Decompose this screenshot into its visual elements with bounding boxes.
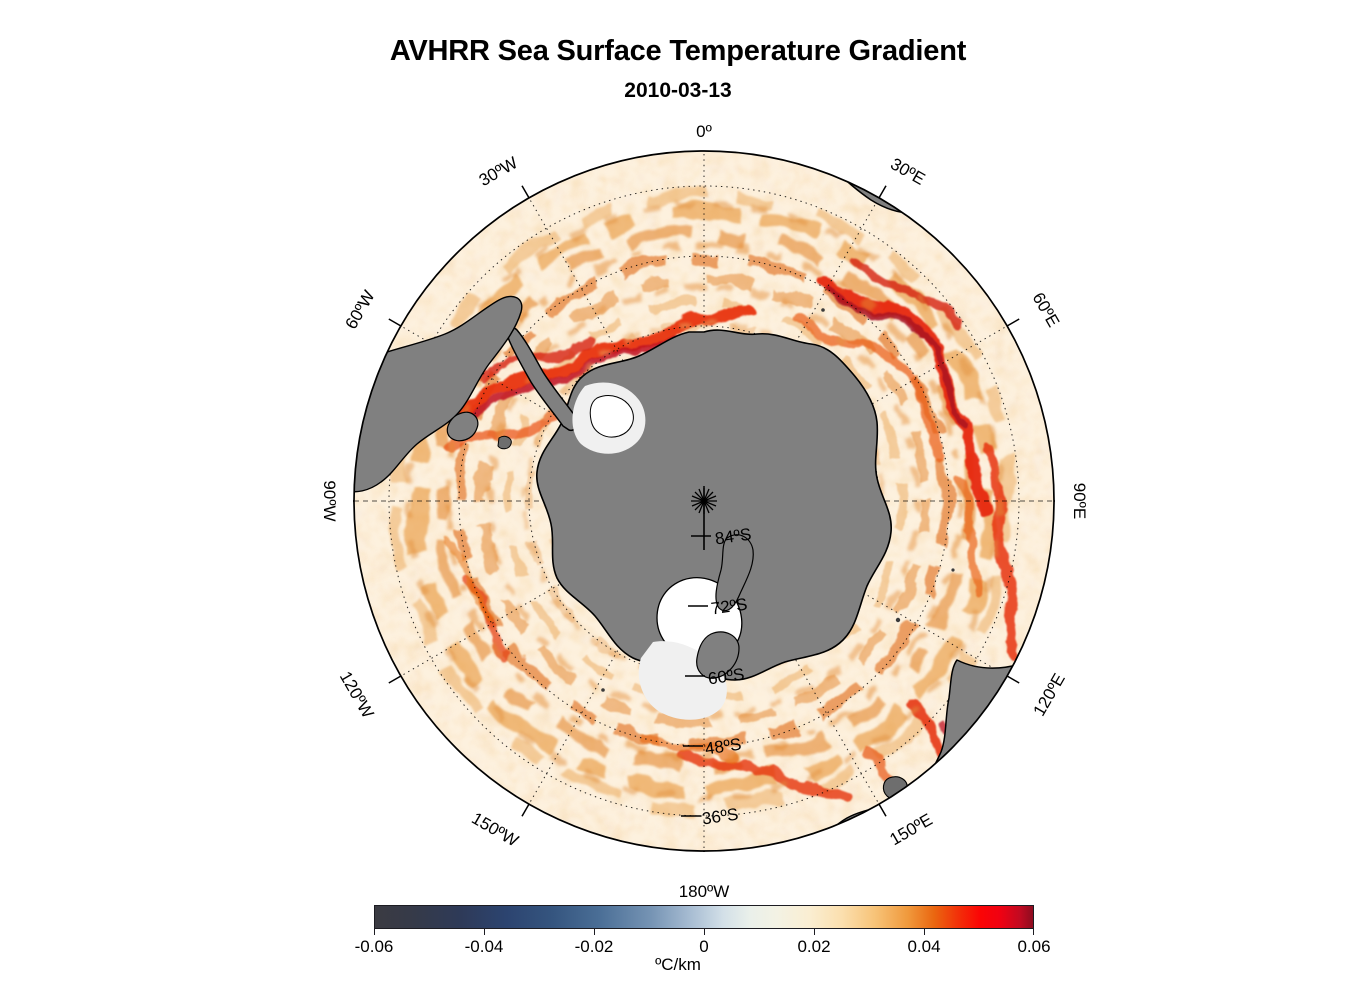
lon-label-90E: 90ºE <box>1070 482 1089 520</box>
colorbar-tick-5 <box>924 929 925 935</box>
south-america <box>354 295 523 493</box>
colorbar-tick-1 <box>484 929 485 935</box>
colorbar-label-5: 0.04 <box>907 937 941 956</box>
lon-label-0: 0º <box>696 122 712 141</box>
latitude-ticks <box>681 535 711 817</box>
polar-map: 0º 30ºE 60ºE 90ºE 120ºE 150ºE 180ºW 150º… <box>320 122 1089 901</box>
colorbar-tick-0 <box>374 929 375 935</box>
colorbar-unit-label: ºC/km <box>655 955 701 974</box>
colorbar-gradient[interactable] <box>374 905 1034 929</box>
subantarctic-islands <box>601 308 955 692</box>
ocean-field <box>354 151 1054 851</box>
colorbar-label-3: 0 <box>699 937 709 956</box>
page-title: AVHRR Sea Surface Temperature Gradient <box>389 35 967 67</box>
colorbar-tick-4 <box>814 929 815 935</box>
colorbar-label-0: -0.06 <box>354 937 394 956</box>
new-zealand <box>696 534 754 679</box>
colorbar-tick-3 <box>704 929 705 935</box>
colorbar-label-2: -0.02 <box>574 937 614 956</box>
figure-subtitle: 2010-03-13 <box>624 78 732 102</box>
colorbar-label-4: 0.02 <box>797 937 831 956</box>
map-svg <box>353 150 1055 852</box>
lon-label-180W: 180ºW <box>678 882 730 901</box>
colorbar-label-1: -0.04 <box>464 937 504 956</box>
colorbar[interactable]: -0.06 -0.04 -0.02 0 0.02 0.04 0.06 <box>355 905 1051 956</box>
colorbar-tick-6 <box>1033 929 1034 935</box>
colorbar-label-6: 0.06 <box>1017 937 1051 956</box>
lon-label-90W: 90ºW <box>320 480 339 522</box>
colorbar-tick-2 <box>594 929 595 935</box>
title-block: AVHRR Sea Surface Temperature Gradient 2… <box>0 35 1356 102</box>
longitude-ticks <box>353 185 1055 852</box>
